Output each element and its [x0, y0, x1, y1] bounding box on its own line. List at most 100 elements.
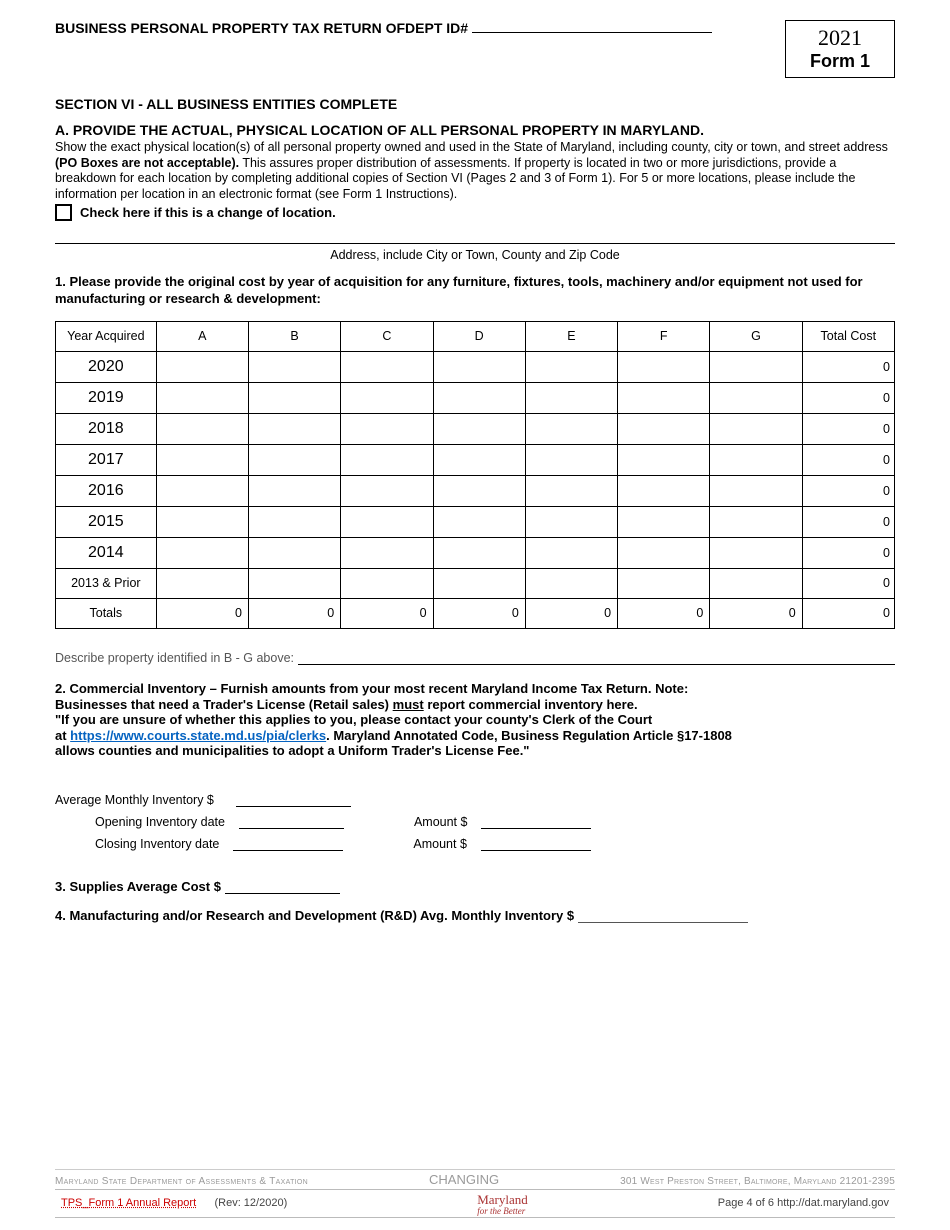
cell[interactable] — [341, 351, 433, 382]
cell[interactable] — [618, 382, 710, 413]
cell[interactable] — [525, 475, 617, 506]
cell[interactable] — [156, 413, 248, 444]
q2-line2a: Businesses that need a Trader's License … — [55, 697, 393, 712]
cell[interactable] — [248, 506, 340, 537]
closing-amount-input[interactable] — [481, 837, 591, 851]
cell[interactable] — [433, 413, 525, 444]
col-g: G — [710, 321, 802, 351]
opening-date-input[interactable] — [239, 815, 344, 829]
page-title: BUSINESS PERSONAL PROPERTY TAX RETURN OF… — [55, 20, 712, 36]
cell[interactable] — [618, 413, 710, 444]
cell[interactable] — [156, 382, 248, 413]
closing-date-input[interactable] — [233, 837, 343, 851]
q2-must: must — [393, 697, 424, 712]
cell[interactable] — [618, 351, 710, 382]
dept-id-blank[interactable] — [472, 32, 712, 33]
col-c: C — [341, 321, 433, 351]
opening-date-label: Opening Inventory date — [95, 815, 225, 829]
cell[interactable] — [525, 537, 617, 568]
describe-row: Describe property identified in B - G ab… — [55, 651, 895, 665]
section-a-body: Show the exact physical location(s) of a… — [55, 140, 895, 203]
question-4: 4. Manufacturing and/or Research and Dev… — [55, 908, 895, 923]
cell[interactable] — [433, 568, 525, 598]
opening-amount-input[interactable] — [481, 815, 591, 829]
totals-label: Totals — [56, 598, 157, 628]
cell[interactable] — [710, 506, 802, 537]
avg-inventory-input[interactable] — [236, 793, 351, 807]
cell[interactable] — [433, 444, 525, 475]
cell[interactable] — [525, 568, 617, 598]
footer-state-name: Maryland — [477, 1192, 528, 1207]
cell[interactable] — [248, 351, 340, 382]
col-d: D — [433, 321, 525, 351]
footer-address: 301 West Preston Street, Baltimore, Mary… — [620, 1176, 895, 1187]
cell[interactable] — [710, 537, 802, 568]
footer-bottom: TPS_Form 1 Annual Report (Rev: 12/2020) … — [55, 1189, 895, 1218]
change-of-location-checkbox[interactable] — [55, 204, 72, 221]
cell[interactable] — [710, 413, 802, 444]
cell[interactable] — [618, 537, 710, 568]
cell[interactable] — [433, 351, 525, 382]
header-row: BUSINESS PERSONAL PROPERTY TAX RETURN OF… — [55, 20, 895, 78]
rd-inventory-input[interactable] — [578, 909, 748, 923]
cell[interactable] — [248, 475, 340, 506]
cell[interactable] — [341, 537, 433, 568]
section-a-heading: A. PROVIDE THE ACTUAL, PHYSICAL LOCATION… — [55, 122, 895, 138]
cell[interactable] — [341, 413, 433, 444]
cell[interactable] — [525, 382, 617, 413]
address-input-line[interactable] — [55, 243, 895, 244]
cell[interactable] — [710, 568, 802, 598]
cell[interactable] — [525, 444, 617, 475]
cell[interactable] — [710, 351, 802, 382]
table-row: 2013 & Prior 0 — [56, 568, 895, 598]
cell[interactable] — [710, 444, 802, 475]
cell[interactable] — [618, 506, 710, 537]
cell[interactable] — [248, 537, 340, 568]
cell[interactable] — [156, 351, 248, 382]
cell-year: 2015 — [56, 506, 157, 537]
cell[interactable] — [433, 475, 525, 506]
footer-rev: (Rev: 12/2020) — [214, 1197, 287, 1209]
section-a-body-bold: (PO Boxes are not acceptable). — [55, 156, 239, 170]
cell[interactable] — [156, 506, 248, 537]
cell[interactable] — [618, 444, 710, 475]
q2-line2: Businesses that need a Trader's License … — [55, 697, 895, 713]
table-row: 2019 0 — [56, 382, 895, 413]
closing-row: Closing Inventory date Amount $ — [95, 837, 895, 851]
cell[interactable] — [341, 506, 433, 537]
cell[interactable] — [341, 444, 433, 475]
cell[interactable] — [341, 382, 433, 413]
section-vi-heading: SECTION VI - ALL BUSINESS ENTITIES COMPL… — [55, 96, 895, 112]
cell[interactable] — [710, 475, 802, 506]
question-2-block: 2. Commercial Inventory – Furnish amount… — [55, 681, 895, 759]
supplies-cost-input[interactable] — [225, 880, 340, 894]
cell[interactable] — [618, 568, 710, 598]
cell[interactable] — [433, 506, 525, 537]
avg-inventory-label: Average Monthly Inventory $ — [55, 793, 214, 807]
cell[interactable] — [341, 568, 433, 598]
avg-inventory-row: Average Monthly Inventory $ — [55, 793, 895, 807]
clerks-link[interactable]: https://www.courts.state.md.us/pia/clerk… — [70, 728, 326, 743]
cell[interactable] — [248, 382, 340, 413]
cell-total: 0 — [802, 351, 894, 382]
describe-input-line[interactable] — [298, 651, 895, 665]
cell[interactable] — [248, 444, 340, 475]
cell[interactable] — [433, 382, 525, 413]
cell[interactable] — [618, 475, 710, 506]
cell[interactable] — [248, 568, 340, 598]
cell[interactable] — [341, 475, 433, 506]
address-caption: Address, include City or Town, County an… — [55, 248, 895, 262]
cell[interactable] — [433, 537, 525, 568]
footer-agency: Maryland State Department of Assessments… — [55, 1176, 308, 1187]
cell[interactable] — [710, 382, 802, 413]
cell[interactable] — [525, 351, 617, 382]
cell[interactable] — [156, 475, 248, 506]
cell[interactable] — [156, 444, 248, 475]
table-row: 2018 0 — [56, 413, 895, 444]
cell[interactable] — [156, 537, 248, 568]
cell[interactable] — [525, 506, 617, 537]
table-row: 2020 0 — [56, 351, 895, 382]
cell[interactable] — [525, 413, 617, 444]
cell[interactable] — [156, 568, 248, 598]
cell[interactable] — [248, 413, 340, 444]
